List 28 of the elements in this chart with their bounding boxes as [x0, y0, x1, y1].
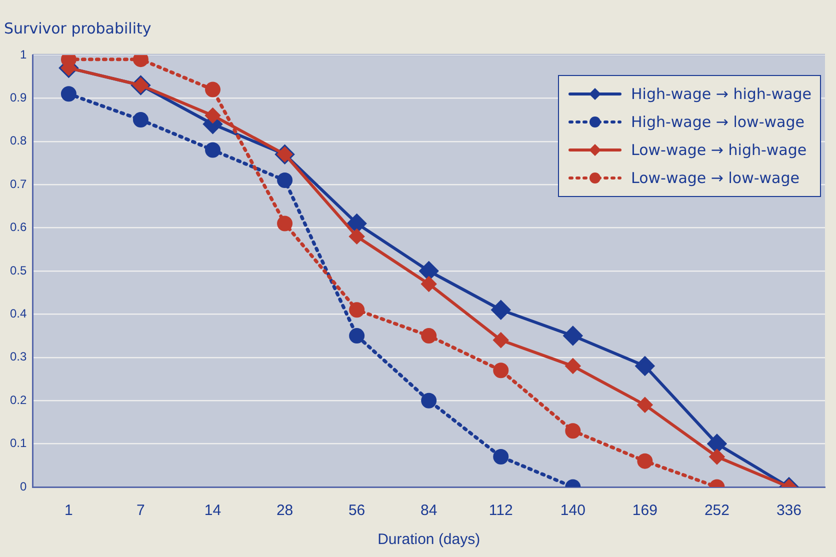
y-tick-label: 1 — [20, 47, 27, 62]
x-tick-label: 7 — [136, 502, 145, 520]
x-tick-label: 14 — [204, 502, 222, 520]
x-tick-label: 252 — [704, 502, 730, 520]
y-tick-label: 0.4 — [10, 306, 27, 321]
y-tick-label: 0.5 — [10, 263, 27, 278]
x-tick-label: 140 — [560, 502, 586, 520]
y-tick-label: 0 — [20, 479, 27, 494]
x-tick-label: 28 — [276, 502, 294, 520]
y-tick-label: 0.9 — [10, 90, 27, 105]
y-axis-title: Survivor probability — [4, 19, 152, 38]
x-tick-label: 169 — [632, 502, 658, 520]
x-tick-label: 84 — [420, 502, 438, 520]
y-tick-label: 0.3 — [10, 350, 27, 364]
y-tick-label: 0.2 — [10, 392, 27, 407]
x-tick-label: 56 — [348, 502, 366, 520]
legend-label: Low-wage → high-wage — [631, 140, 807, 161]
x-axis-title: Duration (days) — [378, 531, 480, 548]
legend-label: High-wage → low-wage — [631, 112, 804, 133]
y-tick-label: 0.7 — [10, 176, 27, 191]
y-tick-label: 0.8 — [10, 134, 27, 148]
x-tick-label: 336 — [776, 502, 802, 520]
legend-label: High-wage → high-wage — [631, 84, 812, 105]
y-tick-label: 0.6 — [10, 220, 27, 234]
x-tick-label: 112 — [488, 502, 513, 520]
legend-label: Low-wage → low-wage — [631, 168, 800, 189]
x-tick-label: 1 — [64, 502, 73, 520]
y-tick-label: 0.1 — [10, 436, 27, 450]
